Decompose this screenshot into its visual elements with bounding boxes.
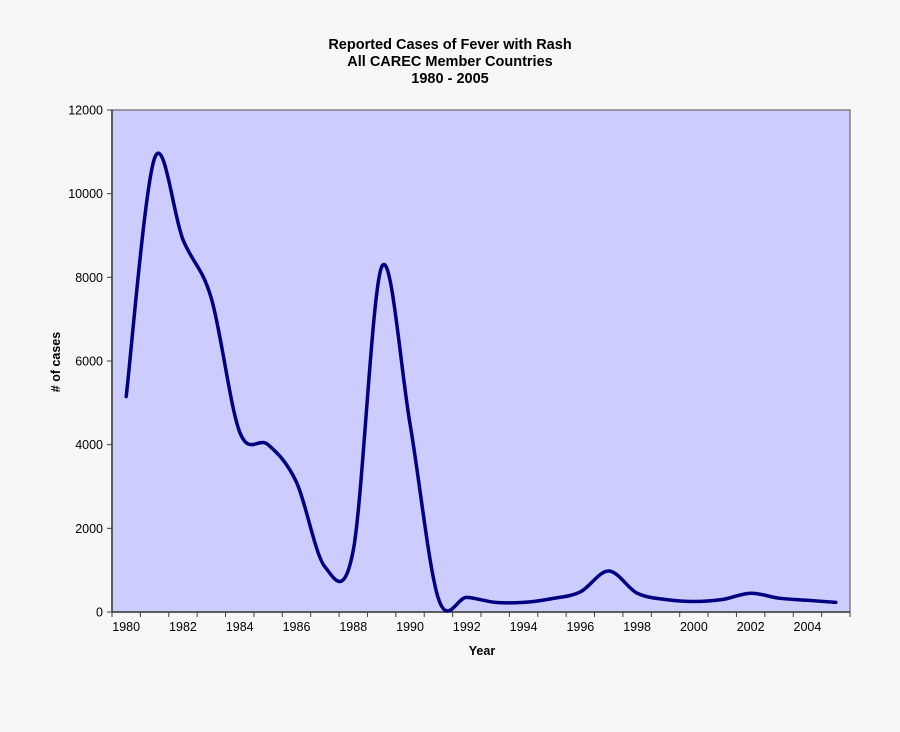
x-tick-label: 1992: [453, 620, 481, 634]
y-tick-label: 6000: [75, 355, 103, 369]
x-tick-label: 1984: [226, 620, 254, 634]
chart-title: Reported Cases of Fever with Rash All CA…: [250, 37, 650, 88]
y-axis: 0 2000 4000 6000 8000 10000 12000: [68, 104, 113, 620]
x-tick-label: 2002: [737, 620, 765, 634]
x-tick-label: 1980: [112, 620, 140, 634]
series-line-reported-cases: [124, 151, 838, 613]
x-tick-label: 1988: [339, 620, 367, 634]
x-tick-label: 1986: [283, 620, 311, 634]
y-axis-title: # of cases: [49, 332, 63, 393]
chart-title-line-1: Reported Cases of Fever with Rash: [328, 37, 572, 53]
x-tick-label: 2004: [794, 620, 822, 634]
y-tick-label: 2000: [75, 522, 103, 536]
x-tick-label: 1996: [566, 620, 594, 634]
y-tick-label: 8000: [75, 271, 103, 285]
x-axis-title: Year: [469, 644, 496, 658]
x-tick-label: 1998: [623, 620, 651, 634]
x-tick-label: 1994: [510, 620, 538, 634]
y-tick-label: 4000: [75, 438, 103, 452]
x-tick-label: 2000: [680, 620, 708, 634]
y-tick-label: 0: [96, 606, 103, 620]
y-tick-label: 10000: [68, 187, 103, 201]
chart-title-line-2: All CAREC Member Countries: [347, 54, 553, 70]
x-tick-label: 1990: [396, 620, 424, 634]
y-tick-label: 12000: [68, 104, 103, 118]
x-axis: 1980 1982 1984 1986 1988 1990 1992 1994 1996 1998…: [111, 611, 851, 634]
x-tick-label: 1982: [169, 620, 197, 634]
chart-title-line-3: 1980 - 2005: [411, 71, 489, 87]
plot-area: [111, 109, 851, 613]
